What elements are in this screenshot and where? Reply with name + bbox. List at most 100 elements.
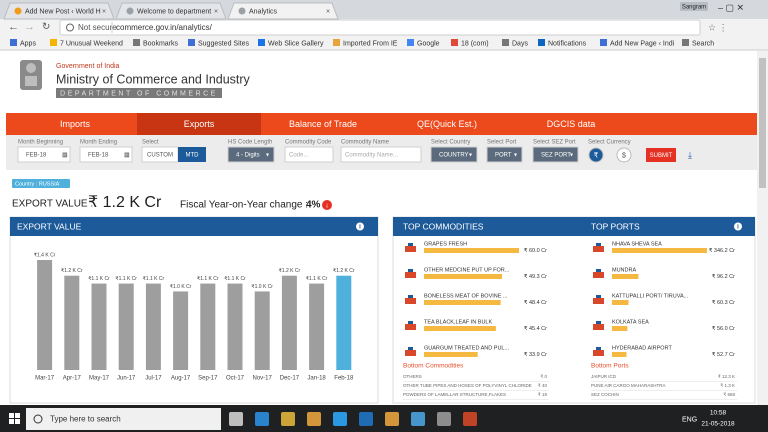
bookmark[interactable]: 18 (com) xyxy=(461,40,489,47)
download-icon[interactable]: ⤓ xyxy=(688,150,692,160)
nav-item[interactable]: Imports xyxy=(60,119,91,129)
scrollbar-thumb[interactable] xyxy=(759,58,766,188)
bookmark[interactable]: Web Slice Gallery xyxy=(268,40,324,47)
top-commodities-title: TOP COMMODITIES xyxy=(403,221,484,231)
start-button[interactable] xyxy=(9,413,20,424)
taskbar-app[interactable] xyxy=(385,412,399,426)
filter-input[interactable] xyxy=(17,146,71,163)
search-icon xyxy=(33,414,43,424)
currency-symbol: ₹ xyxy=(594,151,599,159)
bottom-value: ₹ 40 xyxy=(538,383,548,388)
bookmark[interactable]: Search xyxy=(692,40,714,47)
window-controls[interactable]: – ▢ ✕ xyxy=(718,2,744,12)
language[interactable]: ENG xyxy=(682,416,697,423)
filter-input[interactable] xyxy=(340,146,422,163)
taskbar-app[interactable] xyxy=(411,412,425,426)
info-icon[interactable] xyxy=(734,222,742,231)
filter-input[interactable] xyxy=(430,146,478,163)
scrollbar[interactable] xyxy=(757,51,768,405)
submit-button[interactable] xyxy=(646,148,676,162)
taskbar-app[interactable] xyxy=(307,412,321,426)
bookmark[interactable]: Bookmarks xyxy=(143,40,179,47)
extension-icons[interactable]: ☆ ⋮ xyxy=(708,22,728,32)
bottom-name: OTHERS xyxy=(403,374,422,379)
back-button[interactable]: ← xyxy=(8,21,19,33)
bar-value-label: ₹1.1 K Cr xyxy=(197,276,219,282)
toggle-text: CUSTOM xyxy=(147,153,173,159)
ship-icon xyxy=(405,246,416,252)
tab[interactable] xyxy=(3,2,115,20)
bookmark[interactable]: Imported From IE xyxy=(343,40,398,47)
item-value: ₹ 48.4 Cr xyxy=(524,299,547,306)
bar xyxy=(227,283,243,370)
taskbar-app[interactable] xyxy=(281,412,295,426)
filter-label: Select SEZ Port xyxy=(533,140,576,146)
filter-input[interactable] xyxy=(486,146,523,163)
nav-item[interactable]: DGCIS data xyxy=(547,119,596,129)
bottom-name: SEZ COCHIN xyxy=(591,392,619,397)
bottom-name: PUNE AIR CARGO MAHARASHTRA xyxy=(591,383,666,388)
bookmark-icon xyxy=(407,39,414,46)
tab-close[interactable]: × xyxy=(214,8,218,15)
tab[interactable] xyxy=(227,2,339,20)
item-bar xyxy=(424,326,496,331)
bottom-value: ₹ 669 xyxy=(723,392,735,397)
emblem xyxy=(20,60,42,90)
bookmark[interactable]: Add New Page ‹ Indi xyxy=(610,40,675,47)
bookmark[interactable]: Days xyxy=(512,40,528,47)
bar-value-label: ₹1.1 K Cr xyxy=(115,276,137,282)
item-name: TEA BLACK,LEAF IN BULK xyxy=(424,319,492,325)
taskbar-app[interactable] xyxy=(333,412,347,426)
ship-icon-top xyxy=(596,295,601,298)
bookmark[interactable]: 7 Unusual Weekend xyxy=(60,40,123,47)
filter-label: Month Ending xyxy=(80,140,117,146)
bar-value-label: ₹1.1 K Cr xyxy=(143,276,165,282)
tab-close[interactable]: × xyxy=(326,8,330,15)
info-icon[interactable] xyxy=(356,222,364,231)
omnibox[interactable] xyxy=(59,19,701,36)
profile-badge[interactable] xyxy=(680,2,708,11)
bar-value-label: ₹1.2 K Cr xyxy=(61,268,83,274)
filter-input[interactable] xyxy=(532,146,579,163)
currency-option[interactable] xyxy=(616,147,632,163)
filter-input[interactable] xyxy=(227,146,275,163)
bookmark-icon xyxy=(50,39,57,46)
x-tick-label: Jul-17 xyxy=(145,376,162,382)
ship-icon xyxy=(405,350,416,356)
taskbar-app[interactable] xyxy=(359,412,373,426)
bookmark[interactable]: Suggested Sites xyxy=(198,40,249,47)
bookmark[interactable]: Google xyxy=(417,40,440,47)
filter-input[interactable] xyxy=(284,146,334,163)
filter-value: Code... xyxy=(289,153,309,159)
x-tick-label: Mar-17 xyxy=(35,376,55,382)
bookmark[interactable]: Apps xyxy=(20,40,36,47)
filter-input[interactable] xyxy=(79,146,133,163)
item-bar xyxy=(612,352,627,357)
nav-item[interactable]: QE(Quick Est.) xyxy=(417,119,477,129)
taskbar-app[interactable] xyxy=(463,412,477,426)
taskbar-search[interactable] xyxy=(26,408,221,430)
reload-button[interactable]: ↻ xyxy=(42,22,50,33)
taskbar-app[interactable] xyxy=(255,412,269,426)
bookmark[interactable]: Notifications xyxy=(548,40,587,47)
currency-option[interactable] xyxy=(588,147,604,163)
dropdown-caret: ▾ xyxy=(514,153,517,159)
tab[interactable] xyxy=(115,2,227,20)
nav-item[interactable]: Balance of Trade xyxy=(289,119,357,129)
taskbar-app[interactable] xyxy=(229,412,243,426)
ministry-title: Ministry of Commerce and Industry xyxy=(56,72,251,86)
item-bar xyxy=(424,274,503,279)
forward-button[interactable]: → xyxy=(24,21,35,33)
tab-title: Welcome to department xyxy=(137,8,211,15)
ship-icon xyxy=(593,246,604,252)
toggle-mtd[interactable] xyxy=(178,147,206,162)
tab-close[interactable]: × xyxy=(102,8,106,15)
nav-item[interactable]: Exports xyxy=(184,119,215,129)
filter-label: Commodity Name xyxy=(341,140,390,146)
ship-icon xyxy=(405,298,416,304)
tab-favicon xyxy=(14,7,22,15)
ship-icon-top xyxy=(596,321,601,324)
security-label: Not secure xyxy=(78,23,117,32)
ship-icon xyxy=(593,324,604,330)
taskbar-app[interactable] xyxy=(437,412,451,426)
